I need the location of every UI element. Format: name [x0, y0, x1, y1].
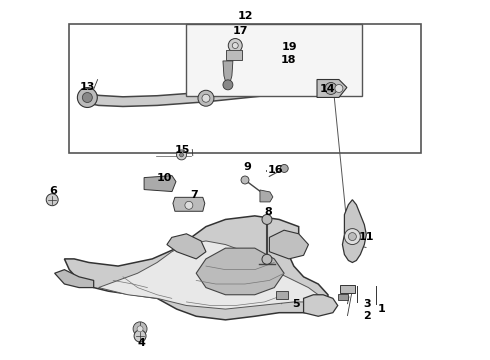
Text: 9: 9 [243, 162, 251, 172]
Circle shape [198, 90, 214, 106]
Polygon shape [86, 81, 328, 107]
Polygon shape [304, 295, 338, 316]
Text: 7: 7 [190, 190, 197, 201]
Bar [69, 24, 421, 153]
Bar [186, 24, 362, 96]
Text: 6: 6 [49, 186, 57, 196]
Circle shape [46, 194, 58, 206]
Circle shape [137, 326, 143, 332]
Polygon shape [144, 176, 176, 192]
Polygon shape [343, 200, 367, 262]
Circle shape [280, 165, 288, 172]
Circle shape [262, 254, 272, 264]
Circle shape [232, 42, 238, 49]
Polygon shape [173, 197, 205, 211]
Polygon shape [270, 230, 308, 259]
Circle shape [134, 330, 146, 342]
Circle shape [241, 176, 249, 184]
Circle shape [344, 229, 360, 244]
Bar [338, 293, 347, 300]
Circle shape [228, 39, 242, 53]
Text: 2: 2 [363, 311, 371, 320]
Bar [226, 50, 242, 60]
Bar [340, 285, 355, 293]
Text: 4: 4 [138, 338, 146, 348]
Text: 12: 12 [237, 11, 253, 21]
Text: 14: 14 [320, 84, 336, 94]
Polygon shape [64, 216, 328, 320]
Circle shape [223, 80, 233, 90]
Text: 19: 19 [282, 42, 298, 52]
Circle shape [77, 87, 98, 108]
Circle shape [82, 93, 92, 103]
Circle shape [176, 150, 187, 160]
Text: 18: 18 [281, 55, 296, 65]
Text: 16: 16 [268, 165, 283, 175]
Text: 5: 5 [293, 299, 300, 309]
Circle shape [185, 201, 193, 209]
Circle shape [335, 85, 343, 93]
Polygon shape [98, 241, 318, 309]
Polygon shape [167, 234, 206, 259]
Circle shape [179, 153, 184, 157]
Text: 10: 10 [157, 173, 172, 183]
Text: 11: 11 [358, 232, 374, 242]
Polygon shape [317, 80, 347, 98]
Polygon shape [55, 270, 94, 288]
Circle shape [133, 322, 147, 336]
Polygon shape [196, 248, 284, 295]
Polygon shape [223, 61, 233, 83]
Circle shape [262, 215, 272, 224]
Circle shape [202, 94, 210, 102]
Polygon shape [260, 190, 273, 202]
Text: 8: 8 [265, 207, 272, 217]
Text: 15: 15 [175, 144, 190, 154]
Circle shape [325, 82, 337, 94]
Circle shape [348, 233, 356, 240]
Text: 13: 13 [80, 82, 96, 92]
Text: 1: 1 [378, 304, 386, 314]
Text: 3: 3 [363, 299, 371, 309]
Bar [276, 291, 288, 299]
Text: 17: 17 [232, 26, 248, 36]
